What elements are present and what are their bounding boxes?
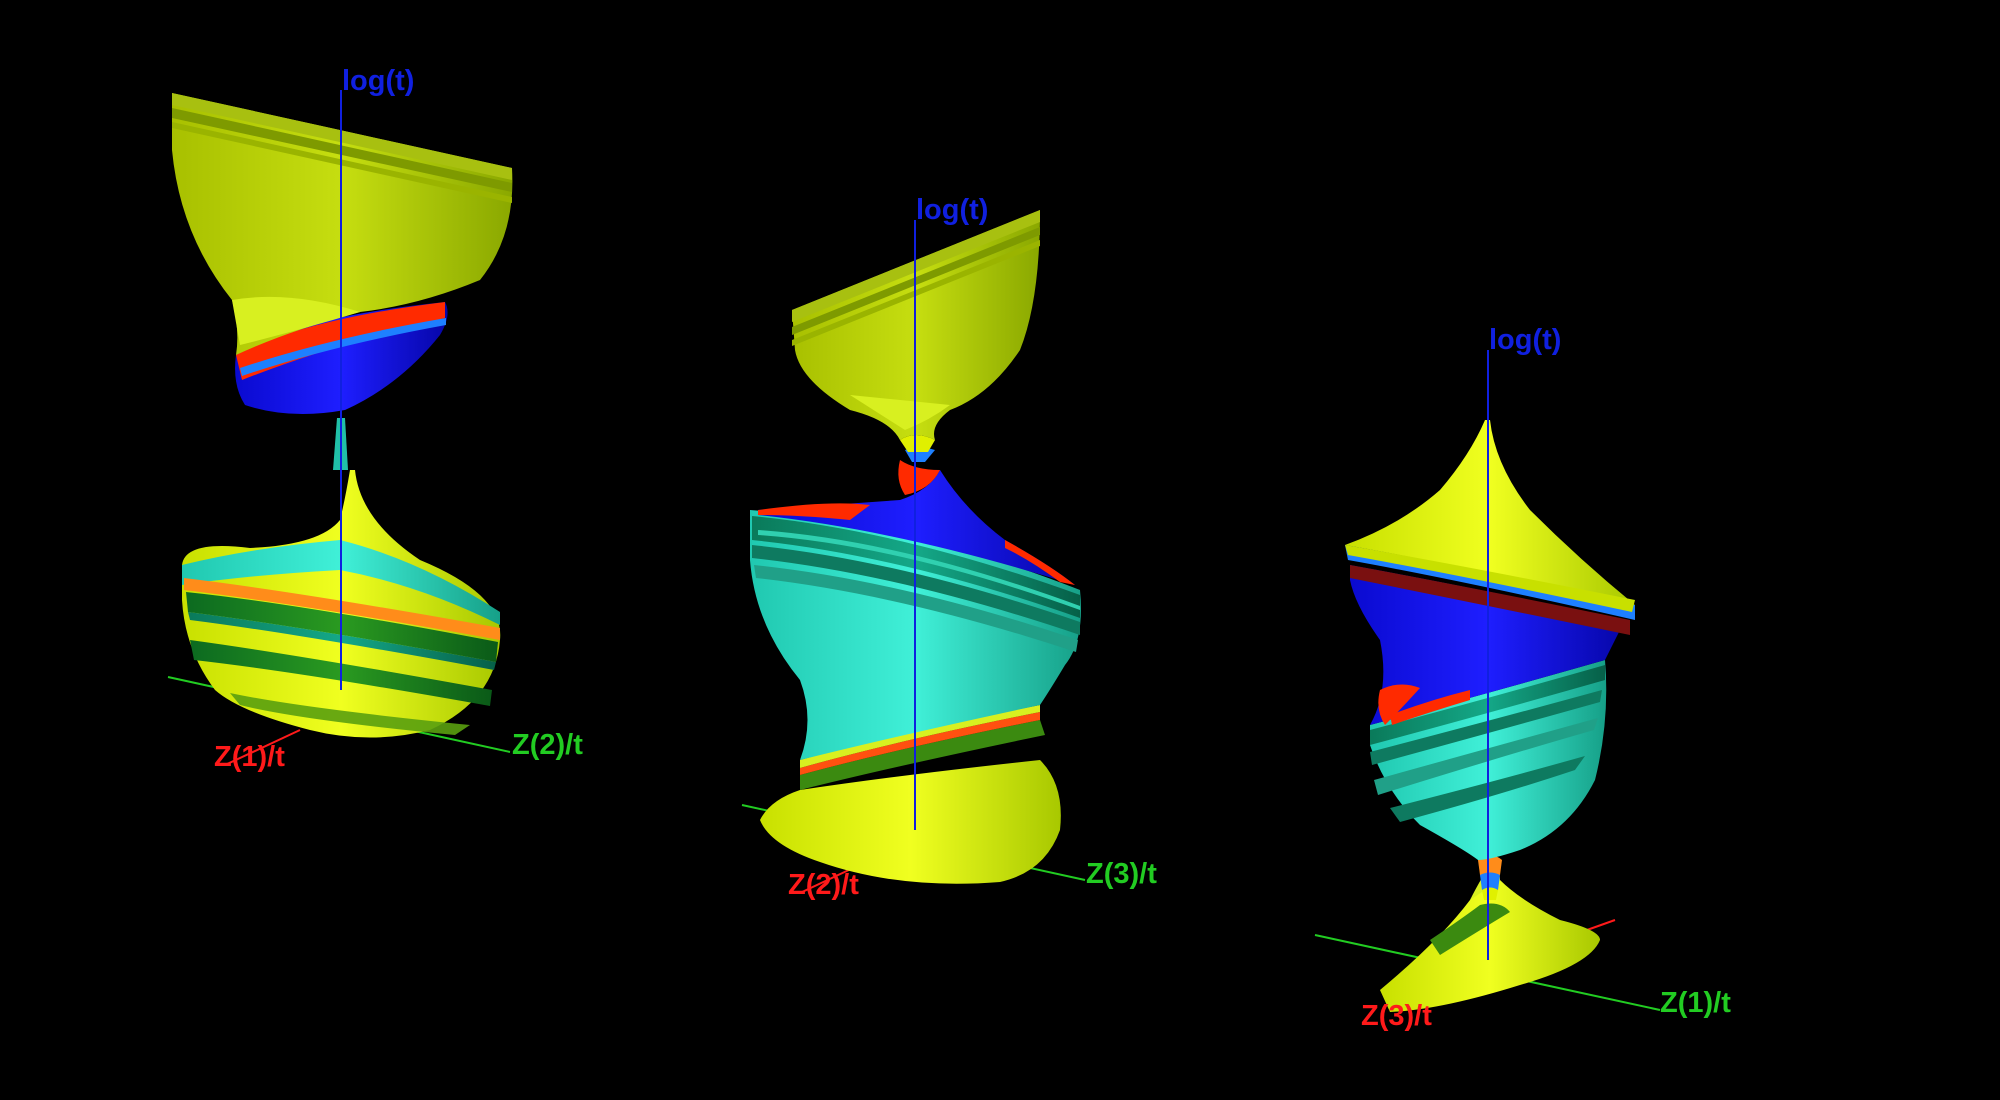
plot-1-red-axis: [224, 729, 301, 766]
plot-1: log(t) Z(1)/t Z(2)/t: [167, 65, 583, 773]
plot-3-neck: [1478, 855, 1502, 900]
plot-2-upper-cap: [758, 447, 1075, 585]
plot-1-vertical-axis-label: log(t): [342, 65, 414, 97]
plot-2-red-axis-label: Z(2)/t: [788, 869, 859, 901]
plot-2: log(t) Z(2)/t Z(3)/t: [741, 194, 1157, 901]
plot-1-green-axis-label: Z(2)/t: [512, 729, 583, 761]
plot-2-green-axis-label: Z(3)/t: [1086, 858, 1157, 890]
plot-3: log(t) Z(3)/t Z(1)/t: [1314, 324, 1731, 1032]
plot-2-lower-surface: [760, 705, 1061, 884]
plot-3-upper-surface: [1345, 420, 1635, 612]
plot-3-vertical-axis-label: log(t): [1489, 324, 1561, 356]
plot-1-red-axis-label: Z(1)/t: [214, 741, 285, 773]
plot-2-vertical-axis-label: log(t): [916, 194, 988, 226]
plot-1-upper-surface: [172, 93, 513, 355]
plot-2-neck: [900, 435, 935, 452]
plot-3-red-axis-label: Z(3)/t: [1361, 1000, 1432, 1032]
plot-3-green-axis-label: Z(1)/t: [1660, 987, 1731, 1019]
